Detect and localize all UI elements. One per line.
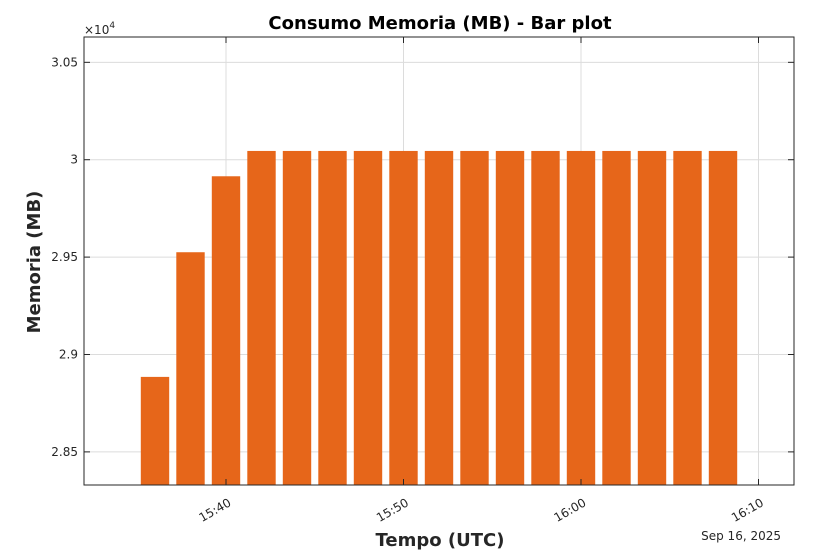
bar (211, 176, 241, 485)
bar (602, 150, 631, 486)
bars (140, 150, 738, 486)
x-axis-label: Tempo (UTC) (376, 530, 505, 551)
bar (353, 150, 383, 486)
bar (318, 150, 347, 486)
bar (637, 150, 667, 486)
bar (566, 150, 596, 486)
y-ticks: 2.85 2.9 2.95 3 3.05 (51, 55, 794, 459)
y-tick-label: 3 (70, 153, 78, 167)
y-multiplier-label: ×104 (84, 21, 115, 37)
bar (531, 150, 560, 486)
bar (424, 150, 454, 486)
chart-title: Consumo Memoria (MB) - Bar plot (268, 13, 612, 34)
y-tick-label: 3.05 (51, 55, 78, 69)
bar (673, 150, 702, 486)
x-tick-label: 15:50 (374, 495, 411, 524)
y-tick-label: 2.95 (51, 250, 78, 264)
date-label: Sep 16, 2025 (701, 529, 781, 543)
bar (282, 150, 312, 486)
bar (460, 150, 489, 486)
x-tick-label: 16:00 (552, 495, 589, 524)
bar (176, 252, 205, 485)
y-tick-label: 2.9 (59, 347, 78, 361)
y-tick-label: 2.85 (51, 445, 78, 459)
bar (140, 376, 170, 485)
x-tick-label: 15:40 (197, 495, 234, 524)
y-multiplier-exponent: 4 (109, 21, 115, 31)
y-axis-label: Memoria (MB) (24, 191, 45, 334)
bar (495, 150, 525, 486)
axes (83, 36, 795, 486)
plot-frame (83, 36, 795, 486)
bar (389, 150, 418, 486)
bar (247, 150, 276, 486)
x-tick-label: 16:10 (729, 495, 766, 524)
bar (708, 150, 738, 486)
